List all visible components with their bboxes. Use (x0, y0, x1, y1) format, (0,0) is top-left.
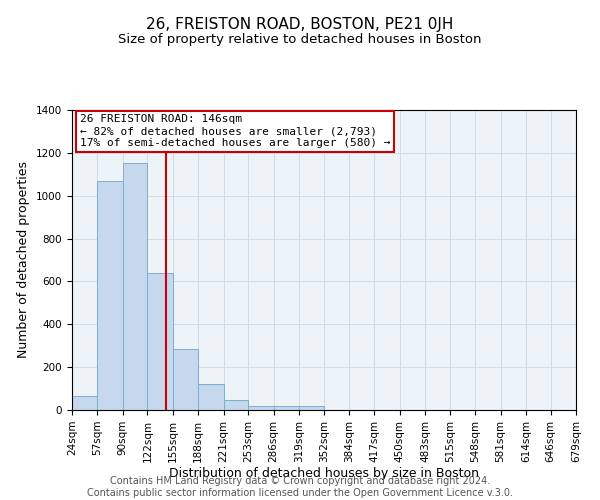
Bar (123, 162, 148, 410)
Bar (148, 274, 173, 410)
Bar (97, 180, 123, 410)
Text: Size of property relative to detached houses in Boston: Size of property relative to detached ho… (118, 32, 482, 46)
Bar (299, 406, 325, 410)
X-axis label: Distribution of detached houses by size in Boston: Distribution of detached houses by size … (169, 468, 479, 480)
Bar (248, 406, 274, 410)
Bar (72, 396, 97, 410)
Text: 26 FREISTON ROAD: 146sqm
← 82% of detached houses are smaller (2,793)
17% of sem: 26 FREISTON ROAD: 146sqm ← 82% of detach… (80, 114, 390, 148)
Text: 26, FREISTON ROAD, BOSTON, PE21 0JH: 26, FREISTON ROAD, BOSTON, PE21 0JH (146, 18, 454, 32)
Bar (224, 400, 248, 410)
Bar (274, 406, 299, 410)
Bar (198, 384, 224, 410)
Bar (173, 349, 198, 410)
Text: Contains HM Land Registry data © Crown copyright and database right 2024.
Contai: Contains HM Land Registry data © Crown c… (87, 476, 513, 498)
Y-axis label: Number of detached properties: Number of detached properties (17, 162, 31, 358)
